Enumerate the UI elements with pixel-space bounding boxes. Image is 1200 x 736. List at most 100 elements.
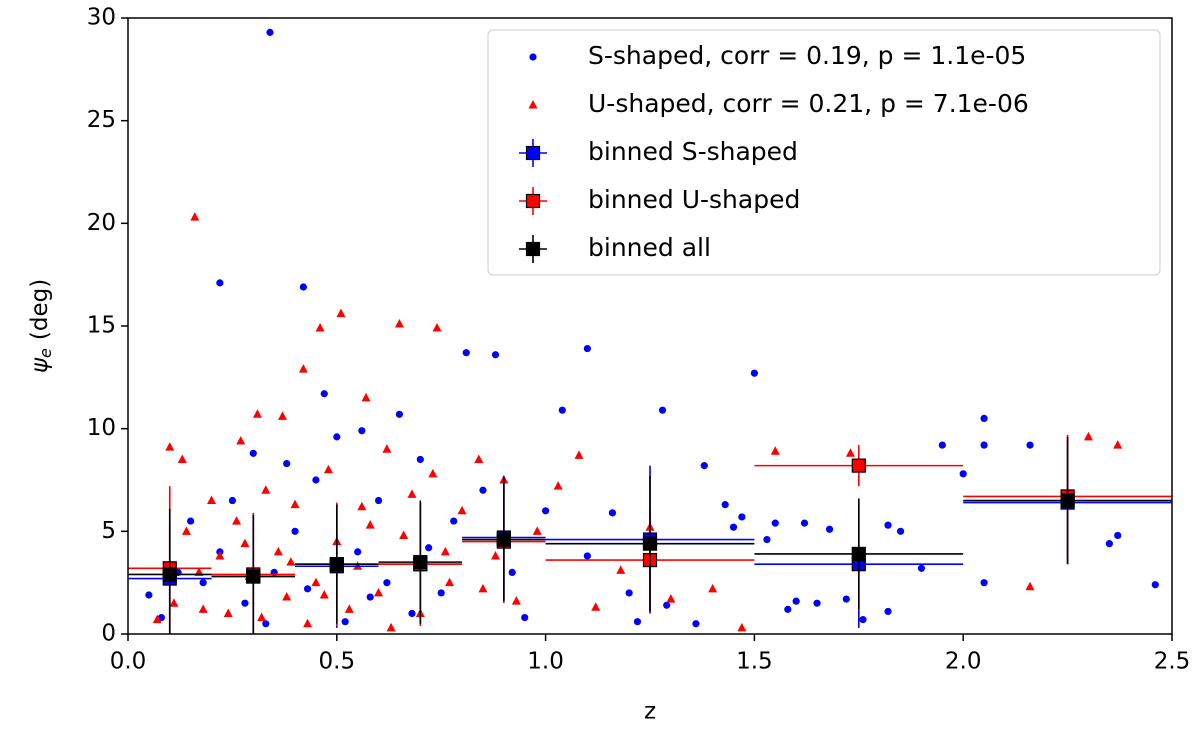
- point: [792, 597, 800, 605]
- point: [474, 454, 484, 463]
- point: [198, 604, 208, 613]
- point: [286, 557, 296, 566]
- point: [249, 449, 257, 457]
- point: [408, 609, 416, 618]
- legend-marker: [525, 145, 541, 161]
- point: [320, 390, 328, 398]
- point: [450, 517, 458, 525]
- point: [490, 550, 500, 560]
- point: [407, 489, 417, 498]
- point: [721, 501, 729, 509]
- point: [700, 462, 708, 470]
- point: [278, 411, 288, 420]
- y-label-unit: (deg): [27, 279, 53, 340]
- point: [312, 476, 320, 484]
- point: [190, 212, 200, 221]
- point: [240, 538, 250, 548]
- point: [181, 526, 191, 535]
- point: [262, 620, 270, 628]
- point: [366, 593, 374, 601]
- point: [437, 589, 445, 597]
- point: [692, 620, 700, 628]
- point: [386, 622, 396, 632]
- point: [354, 548, 362, 556]
- bin-marker: [642, 536, 658, 551]
- point: [658, 406, 667, 414]
- legend-marker: [528, 100, 538, 109]
- y-tick-label: 5: [101, 518, 116, 544]
- point: [633, 618, 642, 626]
- point: [216, 279, 224, 287]
- point: [282, 592, 292, 601]
- point: [608, 509, 617, 517]
- point: [553, 481, 563, 490]
- point: [311, 577, 321, 587]
- x-tick-label: 0.5: [319, 649, 356, 675]
- y-axis-label: ψe (deg): [27, 279, 55, 373]
- point: [583, 552, 591, 560]
- point: [152, 614, 162, 624]
- x-tick-label: 2.0: [945, 649, 982, 675]
- point: [1151, 581, 1159, 589]
- point: [511, 596, 521, 605]
- point: [574, 450, 584, 459]
- y-label-symbol: ψ: [27, 357, 53, 373]
- legend-marker: [525, 193, 541, 209]
- point: [341, 618, 349, 626]
- x-axis-label: z: [644, 699, 656, 725]
- x-tick-label: 1.0: [527, 649, 564, 675]
- point: [666, 594, 676, 603]
- point: [1025, 581, 1035, 591]
- point: [532, 526, 542, 535]
- y-tick-label: 25: [87, 107, 116, 133]
- point: [980, 414, 988, 422]
- bin-marker: [162, 567, 177, 582]
- point: [357, 501, 367, 511]
- point: [223, 608, 233, 617]
- point: [333, 433, 341, 441]
- point: [440, 546, 450, 556]
- point: [842, 595, 850, 603]
- y-tick-label: 15: [87, 313, 116, 339]
- x-tick-label: 1.5: [736, 649, 773, 675]
- plot-area: [128, 28, 1172, 634]
- point: [336, 308, 346, 318]
- point: [708, 583, 718, 593]
- point: [169, 598, 179, 607]
- point: [917, 564, 926, 572]
- point: [358, 427, 366, 435]
- point: [303, 585, 312, 593]
- point: [938, 441, 946, 449]
- point: [394, 318, 404, 328]
- legend-marker: [529, 53, 537, 61]
- point: [542, 507, 550, 515]
- legend-label: binned S-shaped: [588, 137, 798, 166]
- point: [884, 521, 892, 529]
- point: [261, 485, 271, 494]
- bin-marker: [1060, 493, 1075, 508]
- point: [825, 525, 834, 533]
- y-tick-label: 30: [87, 5, 116, 31]
- point: [771, 519, 779, 527]
- point: [207, 495, 217, 505]
- point: [521, 613, 529, 622]
- point: [750, 369, 759, 377]
- x-tick-label: 2.5: [1154, 649, 1191, 675]
- point: [784, 605, 792, 613]
- legend-box: [487, 29, 1161, 276]
- point: [738, 513, 746, 521]
- point: [215, 550, 225, 560]
- point: [959, 470, 967, 478]
- point: [232, 516, 242, 525]
- y-tick-label: 10: [87, 415, 116, 441]
- point: [763, 535, 771, 544]
- point: [859, 616, 867, 624]
- point: [382, 444, 392, 453]
- point: [344, 604, 354, 613]
- point: [558, 406, 566, 414]
- point: [1026, 441, 1034, 449]
- point: [252, 409, 262, 418]
- point: [241, 599, 249, 607]
- point: [616, 565, 626, 574]
- legend-marker: [525, 241, 541, 257]
